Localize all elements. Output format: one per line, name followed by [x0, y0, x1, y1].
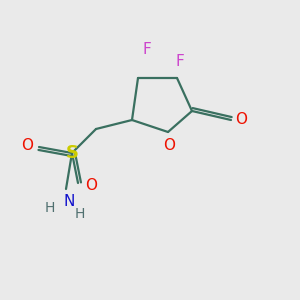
- Text: H: H: [44, 202, 55, 215]
- Text: N: N: [63, 194, 75, 208]
- Text: H: H: [74, 208, 85, 221]
- Text: O: O: [21, 138, 33, 153]
- Text: O: O: [164, 138, 175, 153]
- Text: S: S: [65, 144, 79, 162]
- Text: O: O: [85, 178, 98, 194]
- Text: F: F: [142, 42, 152, 57]
- Text: F: F: [176, 54, 184, 69]
- Text: O: O: [236, 112, 247, 128]
